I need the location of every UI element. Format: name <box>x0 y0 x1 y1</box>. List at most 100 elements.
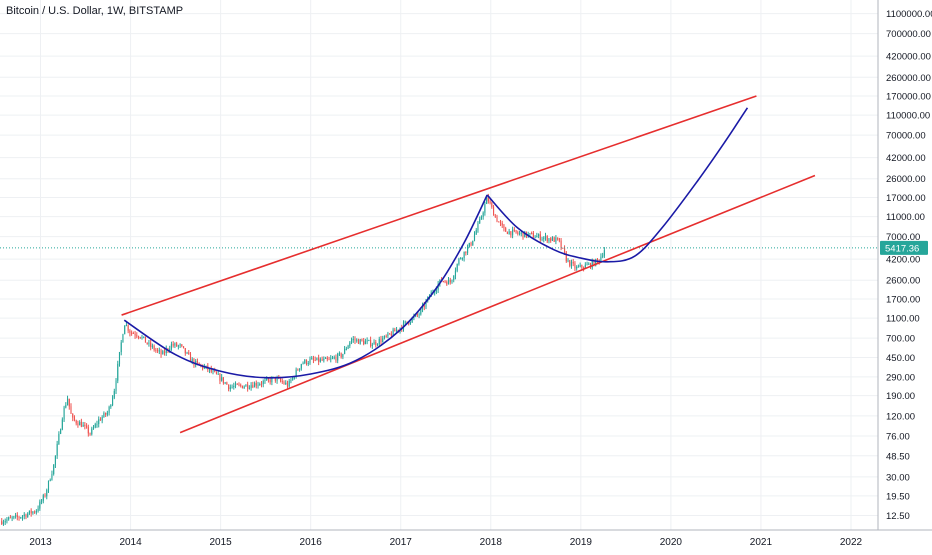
candle-body <box>77 423 79 426</box>
candle-body <box>259 384 261 386</box>
candle-body <box>307 363 309 365</box>
candle-body <box>215 371 218 375</box>
candle-body <box>92 427 95 429</box>
candle-body <box>189 354 192 362</box>
candle-body <box>326 357 328 360</box>
candle-body <box>75 420 77 424</box>
candle-body <box>387 333 389 337</box>
candle-body <box>492 206 495 216</box>
candle-body <box>357 339 360 344</box>
candle-body <box>496 216 498 222</box>
candle-body <box>160 350 162 355</box>
candle-body <box>37 508 39 511</box>
candle-body <box>328 359 330 361</box>
candle-body <box>72 413 74 418</box>
candle-body <box>603 250 605 256</box>
candle-body <box>245 384 247 387</box>
candle-body <box>2 522 5 524</box>
candle-body <box>118 352 121 364</box>
candle-body <box>162 351 164 355</box>
trend-channel-line <box>121 95 757 316</box>
candle-body <box>290 380 292 382</box>
current-price-badge <box>880 240 928 255</box>
candle-body <box>373 342 375 345</box>
candle-layer <box>1 193 605 526</box>
candle-body <box>54 455 56 465</box>
candle-body <box>188 352 190 355</box>
candle-body <box>108 406 110 413</box>
x-tick-label: 2016 <box>300 537 323 548</box>
candle-body <box>264 379 266 382</box>
candle-body <box>46 489 48 497</box>
candle-body <box>524 231 526 238</box>
candle-body <box>293 377 295 379</box>
candle-body <box>252 385 254 388</box>
candle-body <box>347 345 349 349</box>
candle-body <box>423 305 425 307</box>
current-price-label: 5417.36 <box>885 243 919 254</box>
candle-body <box>106 412 108 415</box>
y-tick-label: 1700.00 <box>886 294 920 305</box>
candle-body <box>375 342 377 345</box>
candle-body <box>191 359 193 362</box>
candle-body <box>458 258 460 265</box>
candle-body <box>435 289 437 292</box>
candle-body <box>586 264 588 266</box>
candle-body <box>463 251 465 259</box>
candle-body <box>434 291 436 293</box>
candle-body <box>279 378 282 382</box>
candle-body <box>494 215 496 217</box>
candle-body <box>583 267 585 269</box>
candle-body <box>151 345 153 347</box>
candle-body <box>548 238 550 242</box>
candle-body <box>73 417 76 421</box>
candle-body <box>591 260 593 268</box>
candle-body <box>295 369 297 378</box>
candle-body <box>113 391 115 398</box>
candle-body <box>79 421 81 426</box>
candle-body <box>222 377 224 384</box>
candle-body <box>304 359 306 364</box>
candle-body <box>21 516 24 518</box>
candle-body <box>409 322 411 324</box>
candle-body <box>600 256 602 262</box>
line-layer <box>0 95 878 434</box>
candle-body <box>420 308 422 315</box>
candle-body <box>267 378 269 380</box>
y-tick-label: 26000.00 <box>886 174 926 185</box>
y-tick-label: 12.50 <box>886 511 910 522</box>
candle-body <box>34 511 36 513</box>
candle-body <box>11 517 13 519</box>
candle-body <box>551 237 553 241</box>
candle-body <box>299 368 301 371</box>
candle-body <box>184 348 186 354</box>
candle-body <box>596 259 599 261</box>
candle-body <box>131 332 133 334</box>
candle-body <box>397 329 399 331</box>
y-tick-label: 260000.00 <box>886 73 931 84</box>
candle-body <box>134 333 136 336</box>
candle-body <box>581 265 583 268</box>
candle-body <box>465 251 467 253</box>
y-tick-label: 19.50 <box>886 491 910 502</box>
candle-body <box>158 350 160 352</box>
candle-body <box>254 383 256 388</box>
candle-body <box>94 424 96 428</box>
candle-body <box>321 359 323 361</box>
candle-body <box>520 232 522 234</box>
candle-body <box>385 335 387 337</box>
candle-body <box>157 350 159 352</box>
candle-body <box>323 358 325 361</box>
candle-body <box>139 337 141 339</box>
candle-body <box>105 413 107 415</box>
candle-body <box>602 255 604 257</box>
candle-body <box>214 370 216 372</box>
candle-body <box>183 346 185 349</box>
candle-body <box>285 382 287 384</box>
candle-body <box>40 500 43 502</box>
candle-body <box>15 515 17 517</box>
candle-body <box>228 384 230 390</box>
candle-body <box>150 342 152 347</box>
candle-body <box>544 236 547 238</box>
